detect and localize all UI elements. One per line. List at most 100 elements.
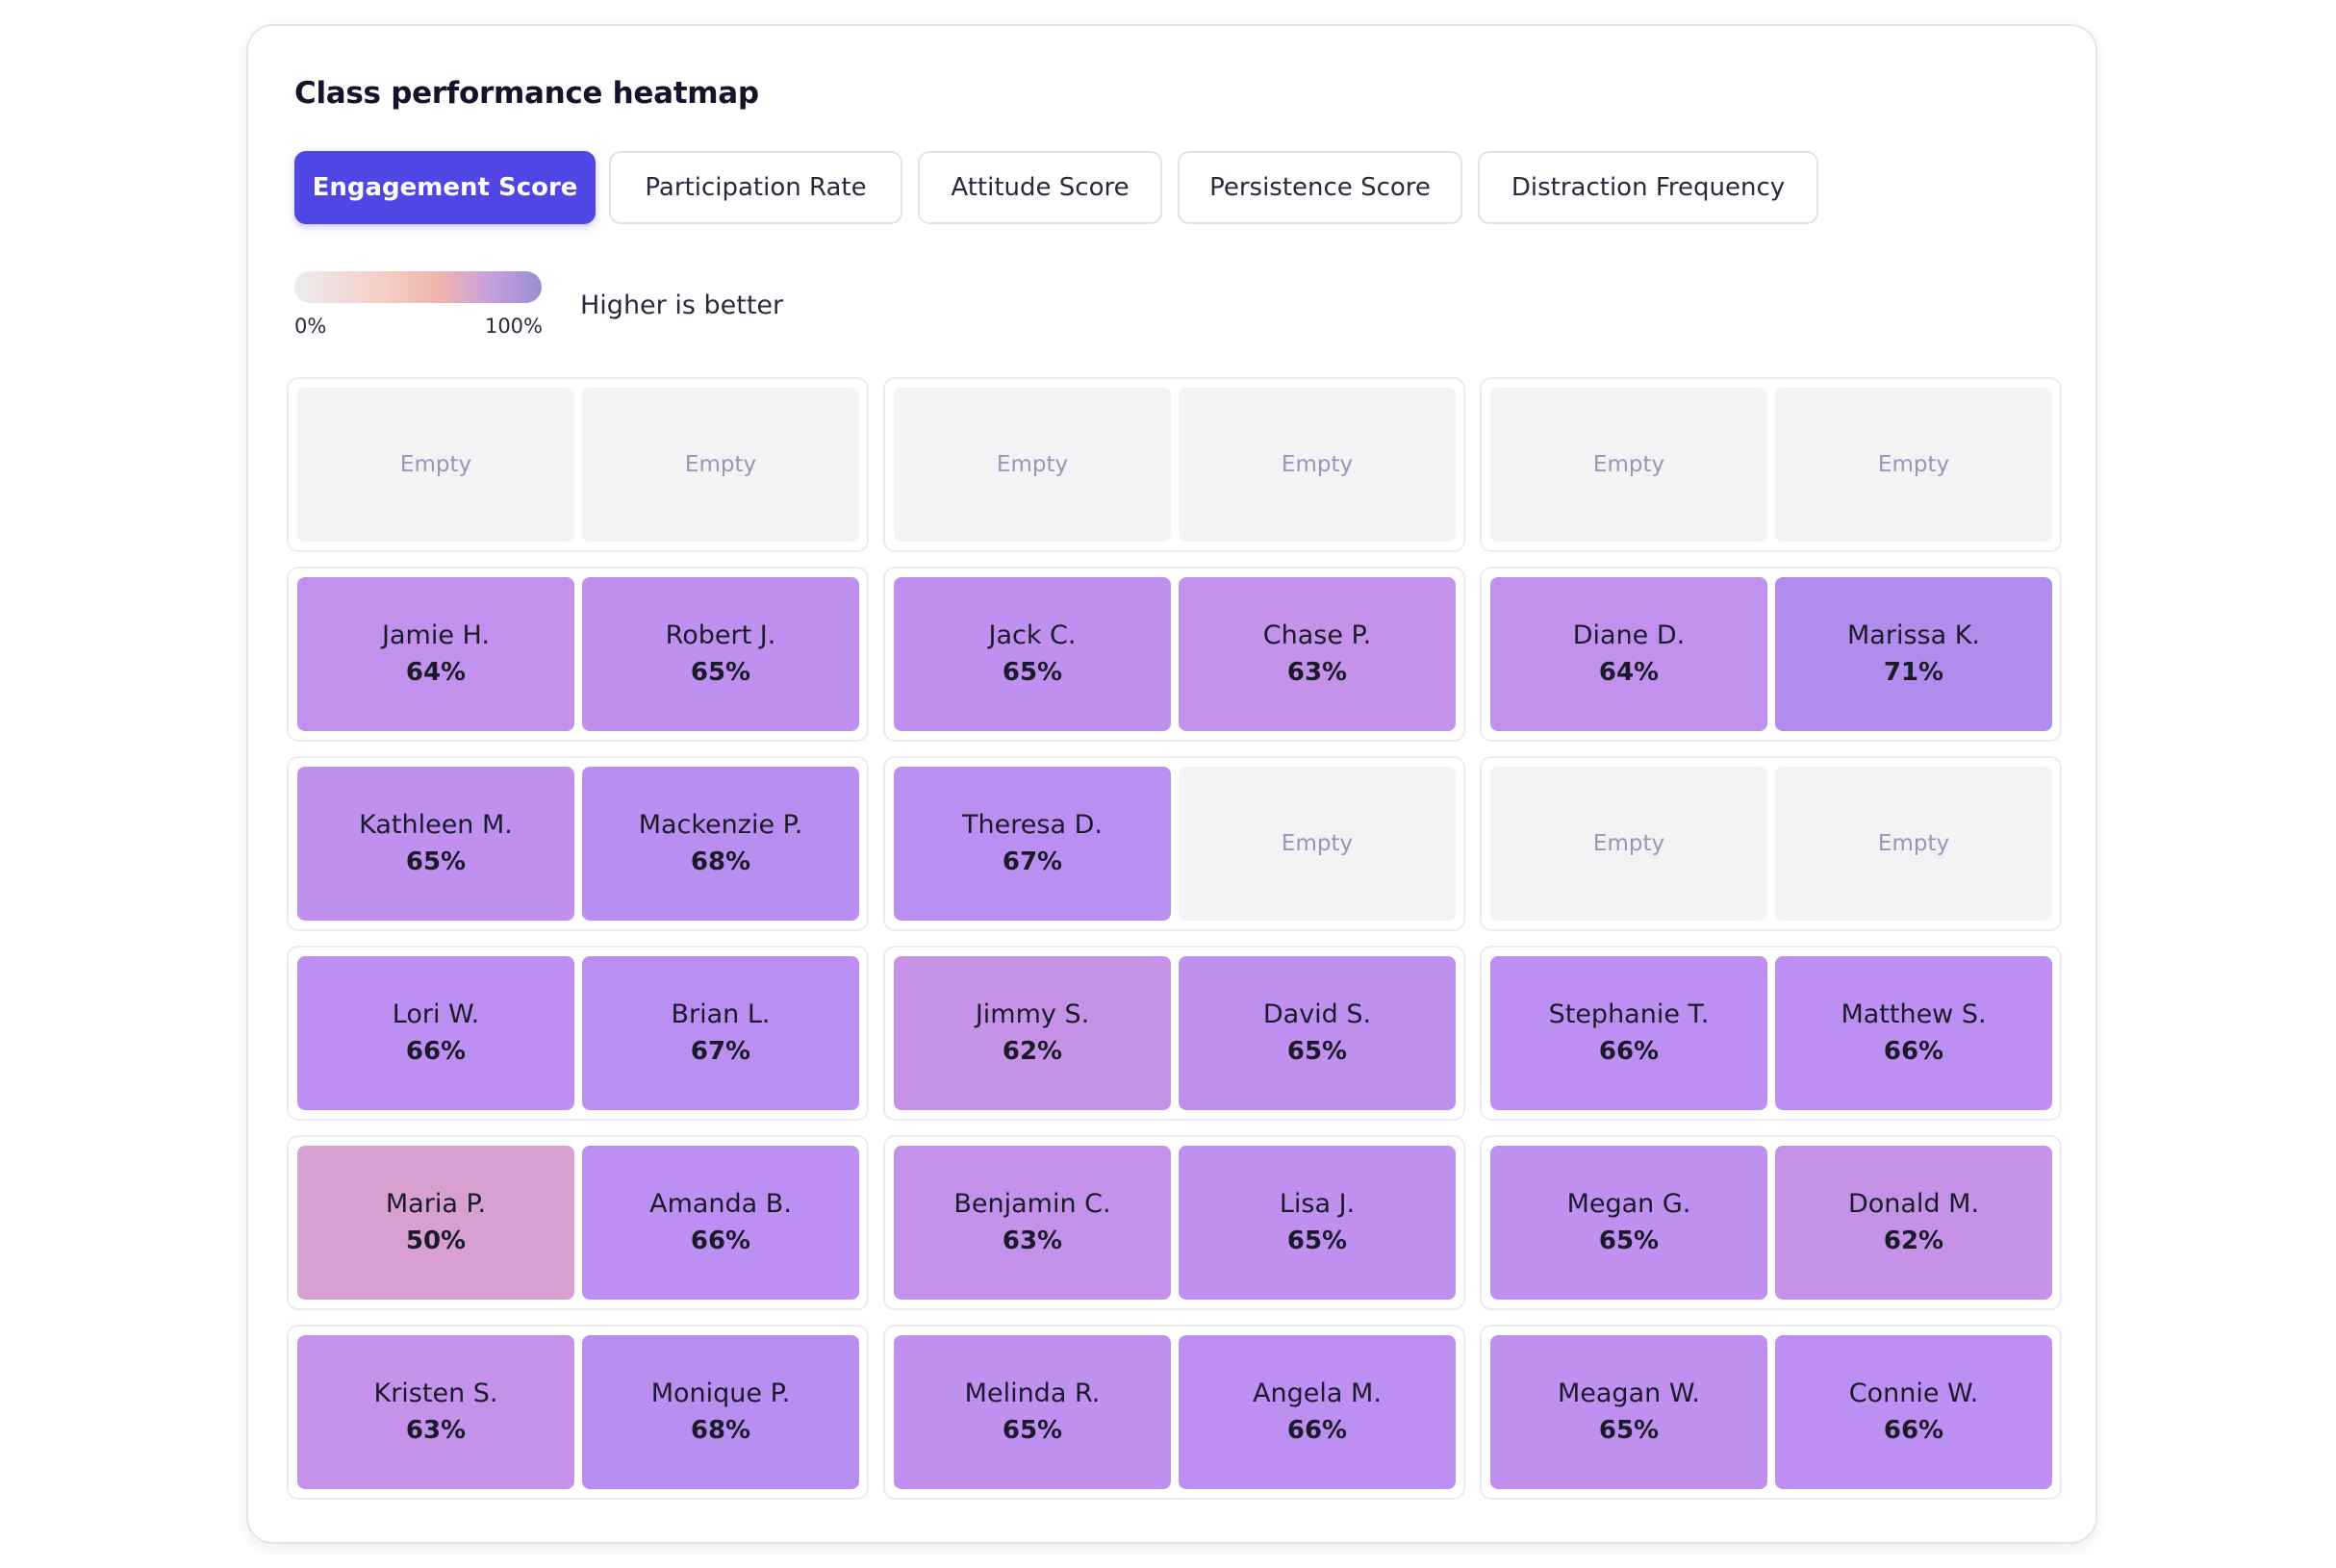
student-seat[interactable]: Brian L. 67% — [582, 956, 859, 1110]
legend-gradient-bar — [294, 271, 542, 303]
student-name: Connie W. — [1848, 1378, 1979, 1408]
student-score: 65% — [1002, 658, 1063, 687]
page-title: Class performance heatmap — [294, 76, 759, 111]
student-seat[interactable]: Lori W. 66% — [297, 956, 574, 1110]
tab-distraction-frequency[interactable]: Distraction Frequency — [1478, 151, 1818, 224]
desk-group: Empty Empty — [1480, 377, 2062, 552]
student-seat[interactable]: Matthew S. 66% — [1775, 956, 2052, 1110]
student-seat[interactable]: Jack C. 65% — [894, 577, 1171, 731]
student-name: Melinda R. — [964, 1378, 1101, 1408]
student-seat[interactable]: Monique P. 68% — [582, 1335, 859, 1489]
student-score: 68% — [690, 847, 751, 876]
seat-grid: Empty Empty Empty Empty Empty Empty Jamie H. 64… — [287, 377, 2062, 1512]
student-name: Lisa J. — [1279, 1189, 1356, 1219]
tab-participation-rate[interactable]: Participation Rate — [609, 151, 902, 224]
student-score: 65% — [405, 847, 467, 876]
student-score: 66% — [1286, 1416, 1348, 1445]
empty-seat-label: Empty — [1592, 831, 1665, 856]
tab-attitude-score[interactable]: Attitude Score — [918, 151, 1162, 224]
student-seat[interactable]: Jimmy S. 62% — [894, 956, 1171, 1110]
tab-persistence-score[interactable]: Persistence Score — [1178, 151, 1462, 224]
student-score: 65% — [690, 658, 751, 687]
student-score: 62% — [1002, 1037, 1063, 1066]
desk-group: Diane D. 64% Marissa K. 71% — [1480, 567, 2062, 742]
empty-seat: Empty — [1179, 388, 1456, 542]
student-seat[interactable]: Meagan W. 65% — [1490, 1335, 1767, 1489]
legend-max-label: 100% — [484, 315, 543, 338]
desk-group: Kathleen M. 65% Mackenzie P. 68% — [287, 756, 869, 931]
student-score: 68% — [690, 1416, 751, 1445]
student-seat[interactable]: Maria P. 50% — [297, 1146, 574, 1300]
student-name: Jamie H. — [382, 620, 490, 650]
student-seat[interactable]: Lisa J. 65% — [1179, 1146, 1456, 1300]
student-seat[interactable]: Kathleen M. 65% — [297, 767, 574, 921]
student-name: Monique P. — [650, 1378, 791, 1408]
student-seat[interactable]: Mackenzie P. 68% — [582, 767, 859, 921]
student-seat[interactable]: Theresa D. 67% — [894, 767, 1171, 921]
student-seat[interactable]: Connie W. 66% — [1775, 1335, 2052, 1489]
student-seat[interactable]: Jamie H. 64% — [297, 577, 574, 731]
student-score: 65% — [1002, 1416, 1063, 1445]
student-seat[interactable]: Stephanie T. 66% — [1490, 956, 1767, 1110]
student-score: 62% — [1883, 1227, 1944, 1255]
student-score: 65% — [1286, 1227, 1348, 1255]
student-name: Robert J. — [665, 620, 776, 650]
student-name: David S. — [1262, 999, 1372, 1029]
empty-seat-label: Empty — [1877, 831, 1950, 856]
student-name: Stephanie T. — [1548, 999, 1710, 1029]
student-seat[interactable]: Amanda B. 66% — [582, 1146, 859, 1300]
student-seat[interactable]: Benjamin C. 63% — [894, 1146, 1171, 1300]
student-name: Brian L. — [671, 999, 771, 1029]
student-name: Chase P. — [1262, 620, 1372, 650]
tab-engagement-score[interactable]: Engagement Score — [294, 151, 596, 224]
student-seat[interactable]: Diane D. 64% — [1490, 577, 1767, 731]
student-name: Jack C. — [988, 620, 1077, 650]
desk-group: Empty Empty — [1480, 756, 2062, 931]
student-seat[interactable]: Robert J. 65% — [582, 577, 859, 731]
student-name: Kristen S. — [373, 1378, 498, 1408]
student-name: Meagan W. — [1557, 1378, 1700, 1408]
empty-seat: Empty — [1179, 767, 1456, 921]
student-score: 66% — [405, 1037, 467, 1066]
desk-group: Benjamin C. 63% Lisa J. 65% — [883, 1135, 1465, 1310]
empty-seat-label: Empty — [399, 452, 472, 477]
empty-seat-label: Empty — [684, 452, 757, 477]
student-name: Mackenzie P. — [638, 810, 803, 840]
empty-seat-label: Empty — [1281, 452, 1354, 477]
empty-seat-label: Empty — [1281, 831, 1354, 856]
student-name: Theresa D. — [962, 810, 1103, 840]
student-seat[interactable]: Angela M. 66% — [1179, 1335, 1456, 1489]
desk-group: Meagan W. 65% Connie W. 66% — [1480, 1325, 2062, 1500]
student-seat[interactable]: Melinda R. 65% — [894, 1335, 1171, 1489]
empty-seat-label: Empty — [1877, 452, 1950, 477]
student-seat[interactable]: Megan G. 65% — [1490, 1146, 1767, 1300]
empty-seat: Empty — [1490, 388, 1767, 542]
legend-min-label: 0% — [294, 315, 327, 338]
student-score: 71% — [1883, 658, 1944, 687]
desk-group: Theresa D. 67% Empty — [883, 756, 1465, 931]
student-seat[interactable]: Donald M. 62% — [1775, 1146, 2052, 1300]
student-seat[interactable]: Marissa K. 71% — [1775, 577, 2052, 731]
desk-group: Jack C. 65% Chase P. 63% — [883, 567, 1465, 742]
student-score: 66% — [1883, 1037, 1944, 1066]
student-name: Diane D. — [1572, 620, 1686, 650]
empty-seat: Empty — [894, 388, 1171, 542]
empty-seat-label: Empty — [996, 452, 1069, 477]
desk-group: Empty Empty — [287, 377, 869, 552]
empty-seat: Empty — [297, 388, 574, 542]
student-name: Donald M. — [1847, 1189, 1980, 1219]
empty-seat: Empty — [1490, 767, 1767, 921]
student-seat[interactable]: Chase P. 63% — [1179, 577, 1456, 731]
empty-seat: Empty — [1775, 767, 2052, 921]
desk-group: Empty Empty — [883, 377, 1465, 552]
student-seat[interactable]: Kristen S. 63% — [297, 1335, 574, 1489]
student-score: 64% — [1598, 658, 1660, 687]
student-name: Marissa K. — [1847, 620, 1980, 650]
student-name: Angela M. — [1253, 1378, 1382, 1408]
student-name: Kathleen M. — [359, 810, 513, 840]
student-score: 66% — [1598, 1037, 1660, 1066]
student-seat[interactable]: David S. 65% — [1179, 956, 1456, 1110]
desk-group: Jimmy S. 62% David S. 65% — [883, 946, 1465, 1121]
student-score: 63% — [405, 1416, 467, 1445]
student-score: 63% — [1286, 658, 1348, 687]
